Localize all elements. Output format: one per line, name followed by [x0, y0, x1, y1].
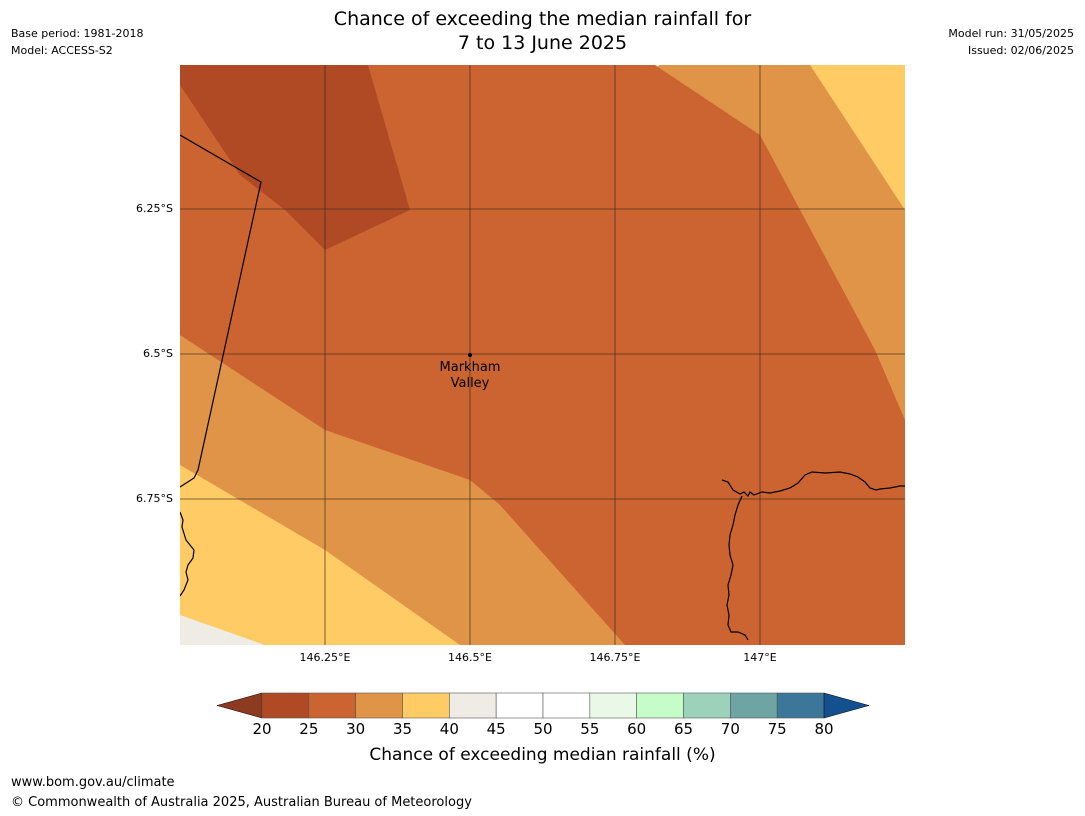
lon-label-146-5e: 146.5°E [448, 651, 492, 664]
lon-label-146-25e: 146.25°E [299, 651, 351, 664]
colorbar-tick-label: 25 [299, 720, 319, 738]
model-text: Model: ACCESS-S2 [11, 44, 113, 57]
colorbar-under-arrow [216, 692, 263, 719]
map-title: Chance of exceeding the median rainfall … [0, 7, 1085, 55]
colorbar-tick-label: 50 [533, 720, 553, 738]
lon-label-147e: 147°E [743, 651, 777, 664]
base-period-text: Base period: 1981-2018 [11, 27, 144, 40]
colorbar-cell [308, 692, 356, 719]
issued-text: Issued: 02/06/2025 [967, 44, 1074, 57]
probability-field [180, 65, 905, 645]
metadata-left: Base period: 1981-2018 Model: ACCESS-S2 [11, 25, 143, 59]
colorbar-tick-label: 75 [767, 720, 787, 738]
colorbar-title: Chance of exceeding median rainfall (%) [369, 745, 716, 765]
colorbar-tick-label: 70 [720, 720, 740, 738]
colorbar-tick-label: 45 [486, 720, 506, 738]
colorbar-tick-label: 30 [346, 720, 366, 738]
province-boundary [180, 134, 262, 488]
colorbar-cell [542, 692, 591, 719]
band-40-45-southwest [180, 615, 265, 645]
place-name-line-1: Markham [439, 360, 501, 375]
colorbar-cell [683, 692, 731, 719]
colorbar-cell [449, 692, 497, 719]
lat-label-6-5s: 6.5°S [143, 347, 173, 360]
colorbar-tick-label: 40 [439, 720, 459, 738]
lat-label-6-25s: 6.25°S [136, 202, 173, 215]
colorbar-tick-label: 55 [580, 720, 600, 738]
colorbar-cell [589, 692, 637, 719]
colorbar-cells [261, 692, 825, 719]
title-line-2: 7 to 13 June 2025 [457, 32, 628, 54]
colorbar-cell [355, 692, 403, 719]
footer-url: www.bom.gov.au/climate [11, 775, 175, 790]
colorbar-tick-label: 80 [814, 720, 834, 738]
coastline-west [180, 511, 195, 597]
colorbar-cell [402, 692, 450, 719]
colorbar-tick-label: 65 [673, 720, 694, 738]
colorbar-over-arrow [823, 692, 870, 719]
colorbar-tick-label: 60 [627, 720, 647, 738]
colorbar-tick-label: 35 [392, 720, 413, 738]
river-markham [726, 495, 749, 641]
colorbar-cell [261, 692, 310, 719]
place-label-markham-valley: Markham Valley [420, 360, 520, 392]
band-20-25 [180, 65, 410, 250]
metadata-right: Model run: 31/05/2025 Issued: 02/06/2025 [948, 25, 1074, 59]
place-name-line-2: Valley [450, 376, 490, 391]
coastline-east [721, 471, 905, 498]
lat-label-6-75s: 6.75°S [136, 492, 173, 505]
title-line-1: Chance of exceeding the median rainfall … [333, 8, 752, 30]
colorbar [216, 692, 870, 719]
graticule [180, 65, 905, 645]
footer-copyright: © Commonwealth of Australia 2025, Austra… [11, 795, 472, 810]
colorbar-cell [495, 692, 544, 719]
model-run-text: Model run: 31/05/2025 [948, 27, 1074, 40]
colorbar-cell [776, 692, 825, 719]
colorbar-cell [730, 692, 778, 719]
colorbar-tick-label: 20 [252, 720, 272, 738]
colorbar-cell [636, 692, 684, 719]
lon-label-146-75e: 146.75°E [589, 651, 641, 664]
markham-valley-marker [468, 353, 472, 357]
boundaries [180, 134, 905, 641]
